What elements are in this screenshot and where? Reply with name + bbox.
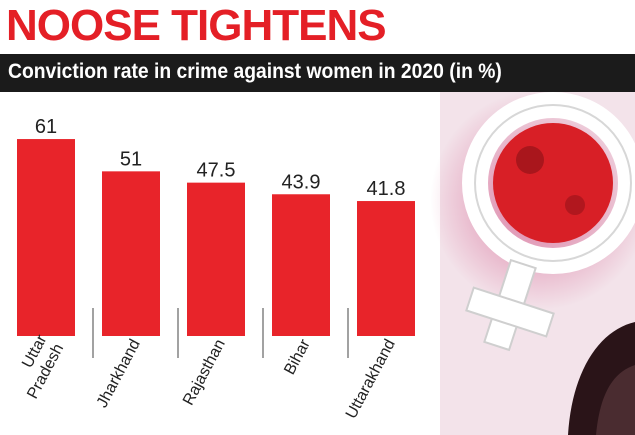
value-label-1: 51 [120,148,142,170]
venus-inner-detail-2 [565,195,585,215]
headline: NOOSE TIGHTENS [6,1,387,50]
venus-ring-edge [474,104,632,262]
value-label-2: 47.5 [197,160,236,182]
separators-group [92,308,349,358]
value-label-3: 43.9 [282,171,321,193]
bar-3 [272,194,330,336]
venus-inner [493,123,613,243]
bar-1 [102,171,160,336]
bars-group [17,139,415,336]
subtitle-band: Conviction rate in crime against women i… [0,54,635,92]
face-shadow [596,365,635,435]
value-label-0: 61 [35,116,57,138]
female-symbol-illustration [430,92,635,435]
venus-inner-detail [516,146,544,174]
chart-subtitle: Conviction rate in crime against women i… [8,60,502,83]
value-label-4: 41.8 [367,178,406,200]
bar-2 [187,182,245,336]
venus-crossbar [465,286,555,338]
bar-0 [17,139,75,336]
bar-4 [357,201,415,336]
value-labels-group: 61 51 47.5 43.9 41.8 [35,116,406,200]
